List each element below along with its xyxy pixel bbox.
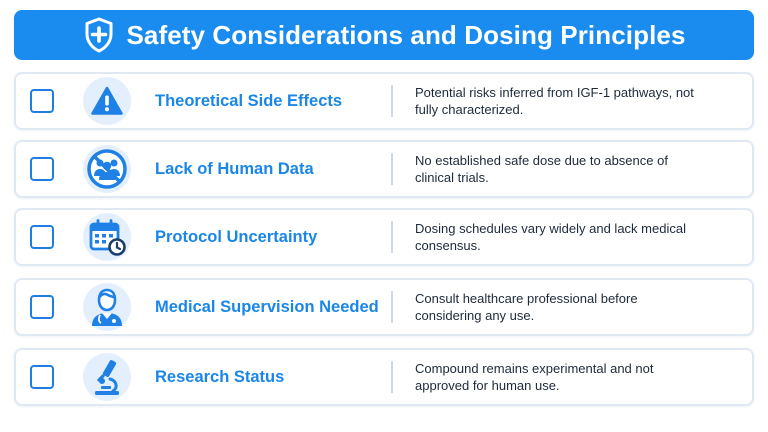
row-description: Potential risks inferred from IGF-1 path… <box>415 85 694 117</box>
row-title: Medical Supervision Needed <box>155 297 379 316</box>
row-checkbox[interactable] <box>30 89 54 113</box>
row-description: Consult healthcare professional before c… <box>415 291 638 323</box>
list-item: Medical Supervision Needed Consult healt… <box>14 278 754 336</box>
page-title: Safety Considerations and Dosing Princip… <box>126 19 686 50</box>
row-title: Protocol Uncertainty <box>155 227 318 246</box>
row-title: Research Status <box>155 367 285 386</box>
row-title: Lack of Human Data <box>155 159 314 178</box>
row-checkbox[interactable] <box>30 157 54 181</box>
shield-plus-icon <box>82 16 116 54</box>
warning-triangle-icon <box>83 77 131 125</box>
calendar-clock-icon <box>83 213 131 261</box>
divider <box>391 85 393 117</box>
doctor-icon <box>83 283 131 331</box>
microscope-icon <box>83 353 131 401</box>
row-checkbox[interactable] <box>30 365 54 389</box>
divider <box>391 221 393 253</box>
row-checkbox[interactable] <box>30 295 54 319</box>
list-item: Protocol Uncertainty Dosing schedules va… <box>14 208 754 266</box>
row-title: Theoretical Side Effects <box>155 91 343 110</box>
divider <box>391 361 393 393</box>
row-description: Dosing schedules vary widely and lack me… <box>415 221 686 253</box>
row-description: No established safe dose due to absence … <box>415 153 668 185</box>
row-description: Compound remains experimental and not ap… <box>415 361 654 393</box>
list-item: Theoretical Side Effects Potential risks… <box>14 72 754 130</box>
row-checkbox[interactable] <box>30 225 54 249</box>
list-item: Lack of Human Data No established safe d… <box>14 140 754 198</box>
divider <box>391 291 393 323</box>
no-people-icon <box>83 145 131 193</box>
list-item: Research Status Compound remains experim… <box>14 348 754 406</box>
page-header: Safety Considerations and Dosing Princip… <box>14 10 754 60</box>
divider <box>391 153 393 185</box>
